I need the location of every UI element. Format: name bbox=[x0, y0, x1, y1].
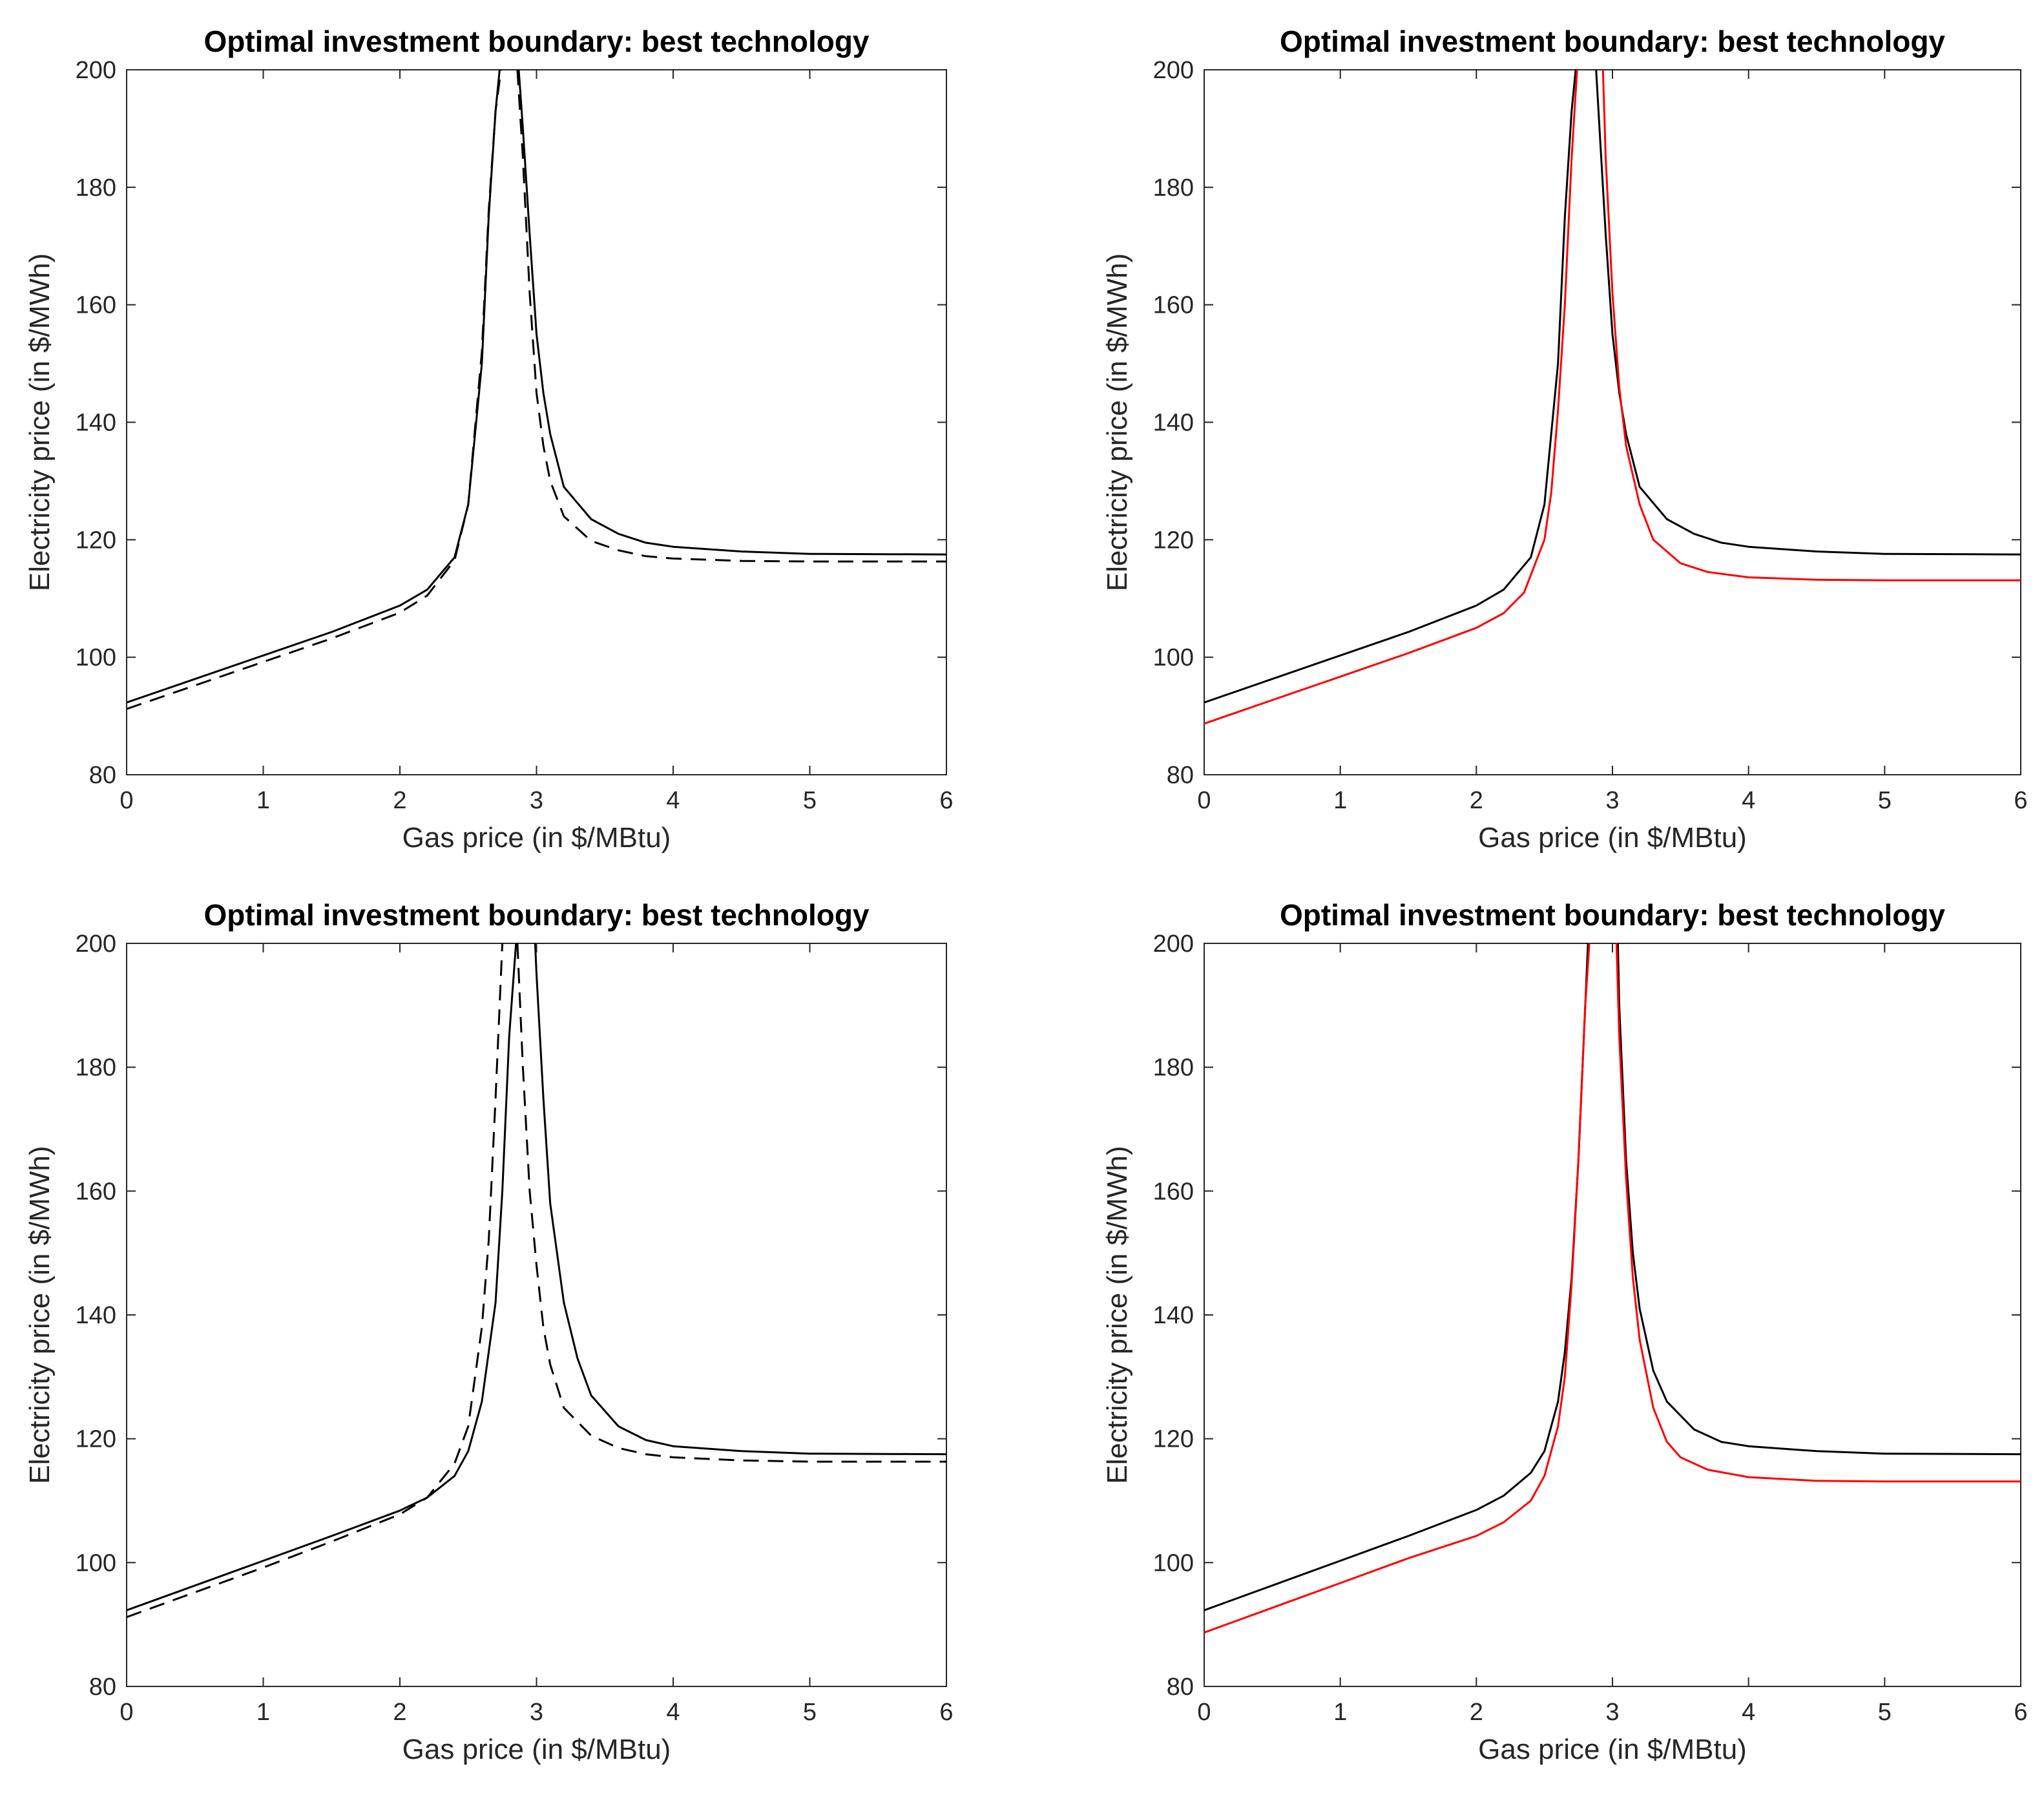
x-axis-label: Gas price (in $/MBtu) bbox=[1478, 1734, 1747, 1765]
y-tick-label: 100 bbox=[1153, 1549, 1194, 1577]
plot-area-frame bbox=[126, 69, 947, 775]
x-tick-label: 2 bbox=[1470, 1699, 1483, 1726]
y-tick-label: 140 bbox=[76, 1302, 116, 1329]
chart-title: Optimal investment boundary: best techno… bbox=[203, 25, 869, 58]
plot-area-frame bbox=[1204, 69, 2021, 775]
x-axis-label: Gas price (in $/MBtu) bbox=[402, 822, 671, 854]
series-line-baseline-2 bbox=[534, 943, 946, 1456]
x-axis-label: Gas price (in $/MBtu) bbox=[402, 1734, 671, 1765]
y-tick-label: 180 bbox=[1153, 174, 1194, 202]
series-line-alternative-2 bbox=[1601, 70, 2021, 582]
y-tick-label: 160 bbox=[76, 292, 116, 319]
x-tick-label: 5 bbox=[803, 1699, 817, 1726]
chart-panel-2: Optimal investment boundary: best techno… bbox=[1101, 25, 2028, 854]
x-tick-label: 1 bbox=[256, 1699, 270, 1726]
x-tick-label: 2 bbox=[393, 1699, 406, 1726]
y-tick-label: 180 bbox=[1153, 1055, 1194, 1082]
series-line-alternative-1 bbox=[1204, 943, 1590, 1634]
x-axis-label: Gas price (in $/MBtu) bbox=[1478, 822, 1747, 854]
series-line-alternative-2 bbox=[1615, 943, 2021, 1483]
y-tick-label: 140 bbox=[1153, 410, 1194, 437]
x-tick-label: 6 bbox=[2014, 1699, 2027, 1726]
x-tick-label: 3 bbox=[530, 787, 543, 814]
chart-title: Optimal investment boundary: best techno… bbox=[203, 898, 869, 932]
y-tick-label: 160 bbox=[1153, 292, 1194, 319]
series-line-baseline-2 bbox=[517, 70, 946, 556]
x-tick-label: 2 bbox=[1470, 787, 1483, 814]
chart-panel-1: Optimal investment boundary: best techno… bbox=[24, 25, 954, 854]
x-tick-label: 1 bbox=[1333, 787, 1347, 814]
y-axis-label: Electricity price (in $/MWh) bbox=[24, 1146, 56, 1484]
chart-panel-4: Optimal investment boundary: best techno… bbox=[1101, 898, 2028, 1765]
y-axis-label: Electricity price (in $/MWh) bbox=[24, 253, 56, 591]
y-tick-label: 140 bbox=[1153, 1302, 1194, 1329]
x-tick-label: 4 bbox=[666, 787, 680, 814]
series-line-comparison-2 bbox=[516, 70, 946, 563]
y-tick-label: 140 bbox=[76, 410, 116, 437]
plot-area-frame bbox=[1204, 943, 2021, 1687]
x-tick-label: 0 bbox=[1197, 787, 1211, 814]
chart-title: Optimal investment boundary: best techno… bbox=[1280, 898, 1945, 932]
y-axis-label: Electricity price (in $/MWh) bbox=[1101, 253, 1133, 591]
y-tick-label: 120 bbox=[76, 527, 116, 554]
series-line-baseline-2 bbox=[1616, 943, 2021, 1456]
y-tick-label: 180 bbox=[76, 1055, 116, 1082]
x-tick-label: 2 bbox=[393, 787, 406, 814]
y-tick-label: 120 bbox=[1153, 1426, 1194, 1453]
y-tick-label: 80 bbox=[89, 1674, 116, 1701]
series-line-baseline-1 bbox=[1204, 943, 1589, 1611]
series-line-comparison-1 bbox=[127, 943, 504, 1619]
x-tick-label: 4 bbox=[1742, 1699, 1755, 1726]
y-tick-label: 100 bbox=[1153, 644, 1194, 671]
y-tick-label: 100 bbox=[76, 1549, 116, 1577]
x-tick-label: 4 bbox=[666, 1699, 680, 1726]
y-tick-label: 80 bbox=[89, 762, 116, 789]
y-tick-label: 200 bbox=[1153, 57, 1194, 84]
series-line-baseline-1 bbox=[127, 943, 517, 1611]
y-axis-label: Electricity price (in $/MWh) bbox=[1101, 1146, 1133, 1484]
x-tick-label: 1 bbox=[256, 787, 270, 814]
x-tick-label: 6 bbox=[939, 787, 953, 814]
x-tick-label: 5 bbox=[803, 787, 817, 814]
chart-panel-3: Optimal investment boundary: best techno… bbox=[24, 898, 954, 1765]
x-tick-label: 0 bbox=[1197, 1699, 1211, 1726]
y-tick-label: 120 bbox=[1153, 527, 1194, 554]
series-line-alternative-1 bbox=[1204, 70, 1578, 725]
y-tick-label: 80 bbox=[1167, 1674, 1194, 1701]
y-tick-label: 200 bbox=[76, 57, 116, 84]
x-tick-label: 1 bbox=[1333, 1699, 1347, 1726]
series-line-baseline-2 bbox=[1595, 70, 2021, 556]
x-tick-label: 3 bbox=[1605, 787, 1619, 814]
plot-area-frame bbox=[126, 943, 947, 1687]
x-tick-label: 0 bbox=[120, 1699, 133, 1726]
x-tick-label: 5 bbox=[1878, 1699, 1892, 1726]
series-line-comparison-2 bbox=[516, 943, 946, 1463]
y-tick-label: 120 bbox=[76, 1426, 116, 1453]
x-tick-label: 6 bbox=[939, 1699, 953, 1726]
chart-title: Optimal investment boundary: best techno… bbox=[1280, 25, 1945, 58]
y-tick-label: 160 bbox=[1153, 1178, 1194, 1205]
y-tick-label: 160 bbox=[76, 1178, 116, 1205]
x-tick-label: 3 bbox=[530, 1699, 543, 1726]
x-tick-label: 5 bbox=[1878, 787, 1892, 814]
x-tick-label: 6 bbox=[2014, 787, 2027, 814]
y-tick-label: 200 bbox=[1153, 930, 1194, 958]
x-tick-label: 0 bbox=[120, 787, 133, 814]
y-tick-label: 200 bbox=[76, 930, 116, 958]
series-line-comparison-1 bbox=[127, 70, 502, 710]
series-line-baseline-1 bbox=[127, 70, 501, 704]
series-line-baseline-1 bbox=[1204, 70, 1577, 704]
y-tick-label: 100 bbox=[76, 644, 116, 671]
x-tick-label: 3 bbox=[1605, 1699, 1619, 1726]
x-tick-label: 4 bbox=[1742, 787, 1755, 814]
y-tick-label: 180 bbox=[76, 174, 116, 202]
y-tick-label: 80 bbox=[1167, 762, 1194, 789]
